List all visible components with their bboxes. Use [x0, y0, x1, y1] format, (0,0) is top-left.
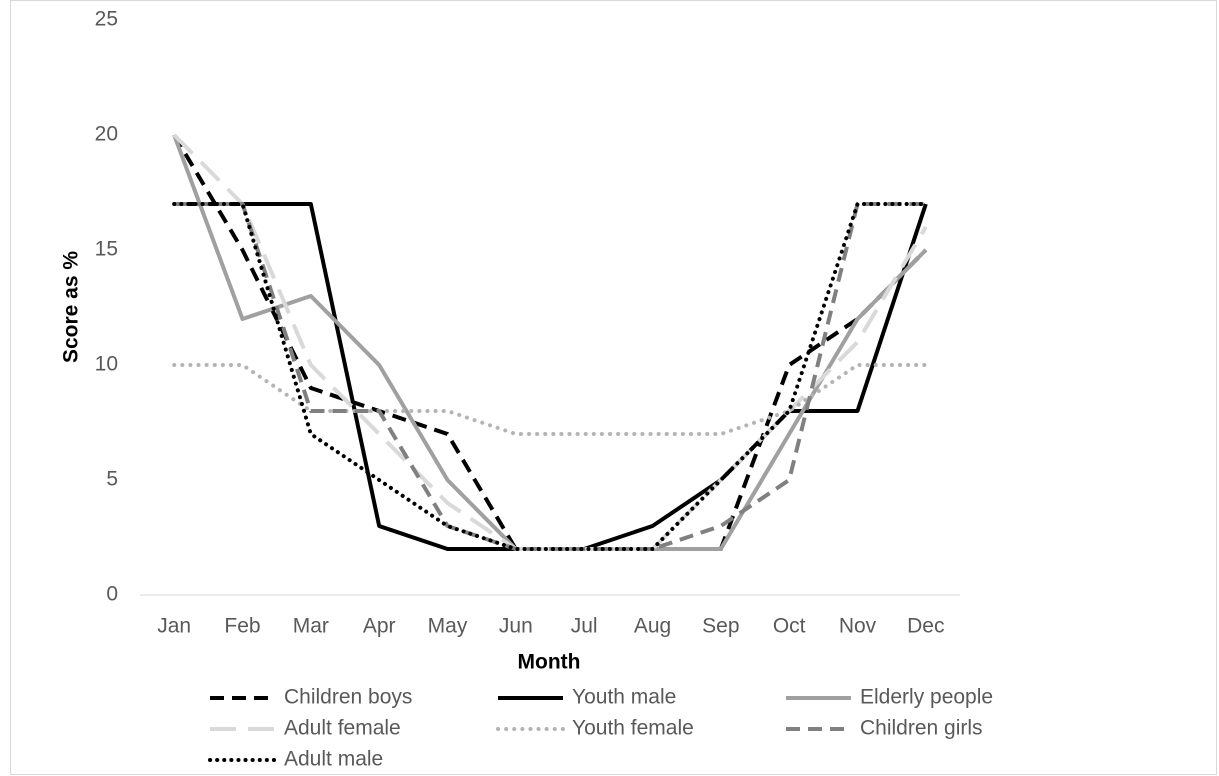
x-tick-label: Jul [571, 615, 598, 638]
y-tick-label: 0 [106, 583, 118, 606]
legend-label: Adult male [284, 748, 383, 771]
series-line [172, 363, 928, 436]
x-tick-label: Apr [363, 615, 396, 638]
chart-border [10, 0, 1217, 775]
y-tick-label: 20 [95, 123, 118, 146]
x-tick-label: Jun [499, 615, 533, 638]
y-tick-label: 5 [106, 468, 118, 491]
x-tick-label: Aug [634, 615, 671, 638]
x-tick-label: Jan [157, 615, 191, 638]
legend-label: Adult female [284, 717, 401, 740]
series-line [172, 202, 928, 551]
x-tick-label: Dec [907, 615, 944, 638]
legend-label: Children boys [284, 686, 412, 709]
y-tick-label: 25 [95, 8, 118, 31]
legend-label: Youth male [572, 686, 676, 709]
series-line [174, 202, 926, 551]
x-tick-label: Feb [224, 615, 260, 638]
y-axis-label: Score as % [60, 251, 83, 363]
legend-label: Youth female [572, 717, 694, 740]
x-tick-label: Oct [773, 615, 806, 638]
x-tick-label: Mar [293, 615, 329, 638]
x-tick-label: May [428, 615, 468, 638]
x-tick-label: Nov [839, 615, 877, 638]
y-tick-label: 10 [95, 353, 118, 376]
legend-label: Children girls [860, 717, 983, 740]
x-axis-label: Month [518, 651, 581, 674]
y-tick-label: 15 [95, 238, 118, 261]
legend-label: Elderly people [860, 686, 993, 709]
x-tick-label: Sep [702, 615, 739, 638]
